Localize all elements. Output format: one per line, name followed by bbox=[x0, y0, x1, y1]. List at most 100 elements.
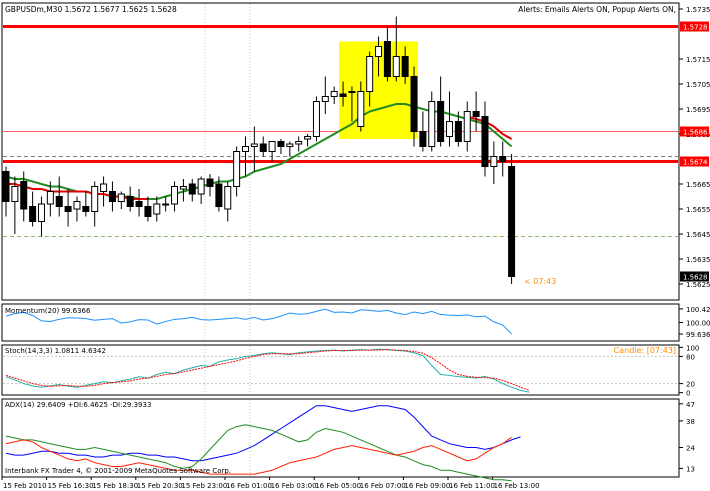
candle bbox=[268, 141, 276, 162]
price-tick-label: 1.5625 bbox=[686, 281, 710, 289]
alerts-status: Alerts: Emails Alerts ON, Popup Alerts O… bbox=[518, 5, 676, 14]
price-tick-label: 1.5645 bbox=[686, 231, 710, 239]
candle-body bbox=[179, 186, 187, 190]
candle-body bbox=[437, 101, 445, 142]
price-label-box bbox=[680, 156, 709, 167]
candle bbox=[463, 101, 471, 152]
time-tick-label: 16 Feb 01:00 bbox=[226, 482, 272, 490]
candle-body bbox=[20, 181, 28, 210]
candle bbox=[46, 181, 54, 217]
price-label-text: 1.5686 bbox=[683, 129, 708, 137]
candle-body bbox=[348, 91, 356, 93]
candle bbox=[188, 179, 196, 202]
candle bbox=[383, 26, 391, 82]
candle bbox=[2, 166, 10, 217]
candle-body bbox=[126, 196, 134, 207]
price-tick-label: 1.5705 bbox=[686, 81, 710, 89]
adx-tick-label: 47 bbox=[686, 401, 695, 409]
price-tick-label: 1.5715 bbox=[686, 56, 710, 64]
candle bbox=[20, 171, 28, 222]
candle bbox=[499, 141, 507, 177]
time-tick-label: 16 Feb 07:00 bbox=[360, 482, 406, 490]
candle bbox=[419, 111, 427, 152]
price-tick-label: 1.5665 bbox=[686, 181, 710, 189]
candle bbox=[446, 91, 453, 147]
candle bbox=[64, 189, 72, 227]
candle-body bbox=[91, 186, 99, 212]
candle bbox=[375, 36, 383, 77]
candle bbox=[153, 196, 161, 222]
candle bbox=[304, 134, 312, 147]
time-tick-label: 15 Feb 23:00 bbox=[181, 482, 227, 490]
candle bbox=[410, 66, 418, 147]
candle-body bbox=[171, 186, 179, 205]
candle bbox=[437, 76, 445, 147]
candle bbox=[108, 181, 116, 212]
candle-body bbox=[428, 101, 436, 147]
candle bbox=[55, 176, 63, 217]
candle-body bbox=[153, 203, 161, 215]
candle-body bbox=[188, 183, 196, 195]
candle bbox=[357, 81, 365, 132]
candle-body bbox=[64, 206, 72, 212]
candle bbox=[312, 96, 320, 142]
time-tick-label: 16 Feb 03:00 bbox=[271, 482, 317, 490]
candle bbox=[215, 176, 223, 212]
candle-body bbox=[250, 143, 258, 147]
stochastic-tick-label: 0 bbox=[686, 390, 690, 398]
candle bbox=[144, 196, 152, 222]
candle bbox=[490, 141, 498, 184]
adx-tick-label: 13 bbox=[686, 465, 695, 473]
candle-body bbox=[277, 141, 285, 147]
price-label-text: 1.5674 bbox=[683, 159, 708, 167]
candle bbox=[401, 46, 409, 84]
candle-body bbox=[286, 143, 294, 147]
candle-body bbox=[383, 41, 391, 77]
candle bbox=[29, 191, 37, 227]
candle bbox=[91, 181, 99, 227]
candle bbox=[321, 76, 329, 114]
candle-timer: < 07:43 bbox=[524, 277, 556, 286]
candle-body bbox=[419, 131, 427, 147]
candle bbox=[135, 189, 143, 217]
time-tick-label: 16 Feb 09:00 bbox=[404, 482, 450, 490]
candle-body bbox=[259, 143, 267, 152]
price-label-box bbox=[680, 271, 709, 282]
price-label-text: 1.5728 bbox=[683, 24, 708, 32]
price-label-text: 1.5628 bbox=[683, 274, 708, 282]
candle-body bbox=[37, 203, 45, 222]
stochastic-tick-label: 20 bbox=[686, 381, 695, 389]
candle-body bbox=[100, 183, 108, 192]
momentum-label: Momentum(20) 99.6366 bbox=[5, 307, 91, 315]
candle-body bbox=[108, 191, 116, 202]
minus-di-line bbox=[5, 436, 512, 475]
stochastic-label: Stoch(14,3,3) 1.0811 4.6342 bbox=[5, 347, 106, 355]
candle-body bbox=[392, 56, 400, 77]
candle-body bbox=[463, 111, 471, 142]
time-tick-label: 15 Feb 20:30 bbox=[137, 482, 183, 490]
adx-line bbox=[5, 405, 521, 462]
price-tick-label: 1.5735 bbox=[686, 6, 710, 14]
candle-body bbox=[366, 56, 374, 92]
candle-body bbox=[304, 136, 312, 140]
adx-tick-label: 38 bbox=[686, 418, 695, 426]
candle-body bbox=[162, 203, 170, 206]
candle-body bbox=[472, 111, 480, 117]
momentum-tick-label: 100.00 bbox=[686, 320, 710, 328]
candle-body bbox=[454, 121, 462, 142]
candle-body bbox=[233, 151, 241, 187]
moving-average-red bbox=[466, 115, 513, 140]
candle bbox=[454, 111, 462, 147]
copyright-text: Interbank FX Trader 4, © 2001-2009 MetaQ… bbox=[5, 467, 231, 475]
candle-body bbox=[55, 196, 63, 207]
candle bbox=[392, 16, 400, 82]
candle-body bbox=[499, 156, 507, 162]
candle bbox=[366, 51, 374, 107]
candle bbox=[117, 191, 125, 209]
candle bbox=[259, 136, 267, 157]
candle bbox=[241, 136, 249, 177]
candle-body bbox=[29, 206, 37, 222]
candle-body bbox=[2, 171, 10, 202]
